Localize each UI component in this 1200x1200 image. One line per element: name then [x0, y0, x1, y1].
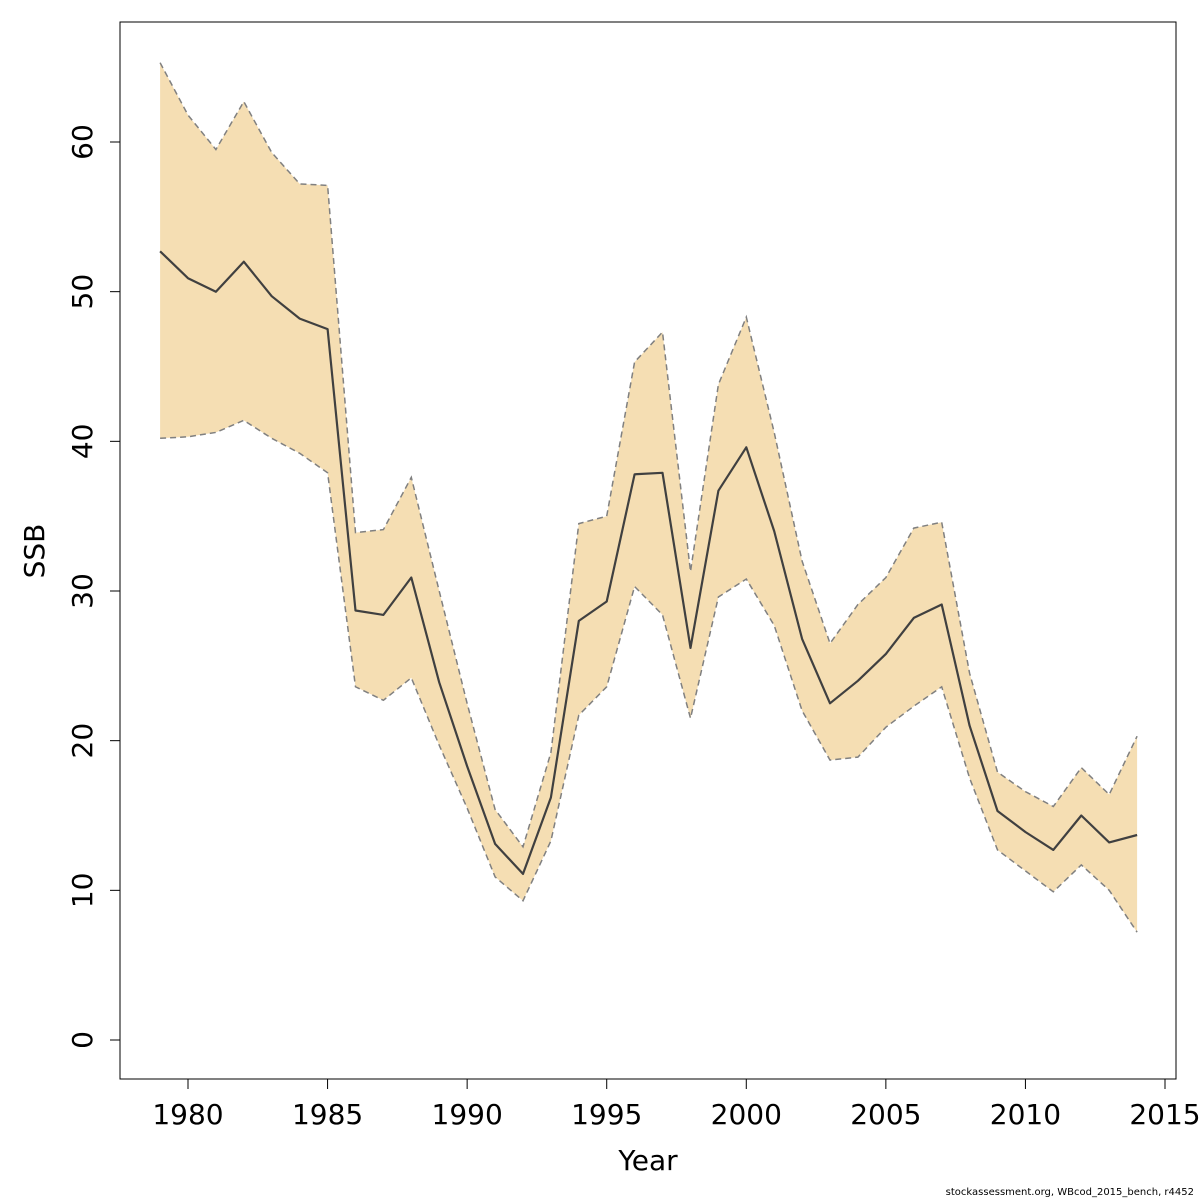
footer-note: stockassessment.org, WBcod_2015_bench, r… [945, 1187, 1194, 1198]
ssb-point [271, 296, 272, 297]
ssb-point [578, 620, 579, 621]
ssb-point [467, 766, 468, 767]
ssb-point [885, 653, 886, 654]
y-axis-title: SSB [18, 524, 51, 579]
ssb-point [718, 490, 719, 491]
ssb-point [215, 291, 216, 292]
ssb-point [1053, 849, 1054, 850]
ssb-point [243, 261, 244, 262]
x-tick-label: 2005 [850, 1098, 921, 1131]
ssb-point [969, 725, 970, 726]
ssb-point [523, 873, 524, 874]
ssb-point [1081, 815, 1082, 816]
ssb-point [913, 617, 914, 618]
y-tick-label: 30 [66, 573, 99, 609]
y-tick-label: 60 [66, 124, 99, 160]
y-tick-label: 40 [66, 424, 99, 460]
ssb-point [997, 811, 998, 812]
axes: Year SSB 1980 1985 1990 1995 2000 2005 2010 201… [18, 21, 1200, 1177]
ssb-point [774, 531, 775, 532]
ssb-point [299, 318, 300, 319]
ssb-point [188, 278, 189, 279]
y-tick-label: 20 [66, 723, 99, 759]
ssb-point [606, 601, 607, 602]
ssb-point [690, 647, 691, 648]
ssb-point [662, 472, 663, 473]
x-tick-label: 1980 [152, 1098, 223, 1131]
x-tick-label: 1990 [432, 1098, 503, 1131]
ssb-estimate-line [159, 250, 1138, 876]
ssb-point [857, 680, 858, 681]
upper-bound-line [159, 62, 1138, 849]
confidence-band-area [160, 62, 1138, 933]
y-tick-label: 0 [66, 1031, 99, 1049]
ssb-point [1109, 842, 1110, 843]
x-tick-label: 2015 [1129, 1098, 1200, 1131]
ssb-series-layer [159, 250, 1138, 876]
lower-bound-line [160, 419, 1138, 933]
ssb-point [746, 447, 747, 448]
confidence-band-layer [159, 62, 1138, 933]
ssb-point [327, 329, 328, 330]
y-tick-label: 10 [66, 873, 99, 909]
y-tick-label: 50 [66, 274, 99, 310]
x-tick-label: 1995 [571, 1098, 642, 1131]
ssb-point [941, 604, 942, 605]
ssb-point [550, 797, 551, 798]
ssb-point [355, 610, 356, 611]
ssb-point [411, 577, 412, 578]
x-tick-label: 1985 [292, 1098, 363, 1131]
ssb-point [802, 638, 803, 639]
ssb-point [383, 614, 384, 615]
ssb-point [160, 251, 161, 252]
ssb-point [495, 843, 496, 844]
x-tick-label: 2010 [990, 1098, 1061, 1131]
ssb-point [1137, 835, 1138, 836]
ssb-point [634, 474, 635, 475]
ssb-point [830, 703, 831, 704]
x-tick-label: 2000 [711, 1098, 782, 1131]
x-axis-title: Year [617, 1144, 678, 1177]
ssb-point [1025, 832, 1026, 833]
ssb-point [439, 682, 440, 683]
